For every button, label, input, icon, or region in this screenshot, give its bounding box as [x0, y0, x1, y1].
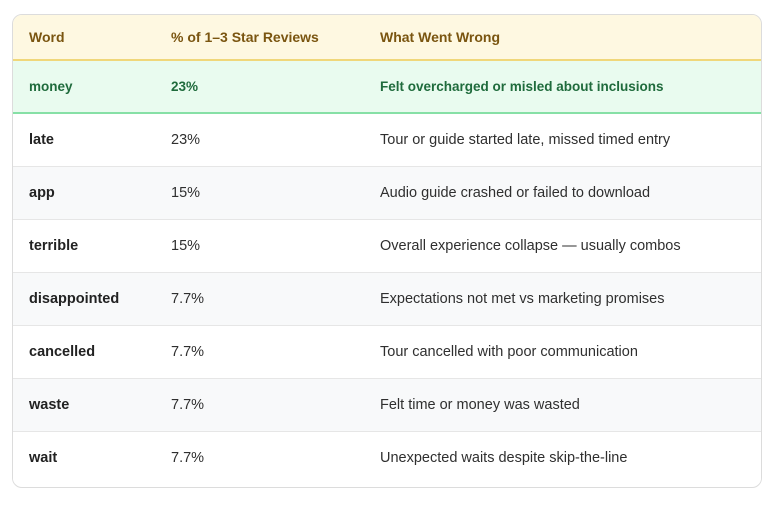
table-row: disappointed 7.7% Expectations not met v… — [13, 272, 761, 325]
cell-percent: 7.7% — [171, 343, 205, 360]
cell-description: Expectations not met vs marketing promis… — [380, 290, 665, 307]
cell-percent: 7.7% — [171, 396, 205, 413]
cell-description: Unexpected waits despite skip-the-line — [380, 449, 628, 466]
cell-percent: 15% — [171, 184, 201, 201]
cell-word: wait — [29, 449, 58, 466]
table-row: wait 7.7% Unexpected waits despite skip-… — [13, 431, 761, 484]
table-row: waste 7.7% Felt time or money was wasted — [13, 378, 761, 431]
cell-word: app — [29, 184, 55, 201]
header-row: Word % of 1–3 Star Reviews What Went Wro… — [13, 15, 761, 61]
table-header: Word % of 1–3 Star Reviews What Went Wro… — [13, 15, 761, 61]
cell-word: cancelled — [29, 343, 96, 360]
table-body: money 23% Felt overcharged or misled abo… — [13, 60, 761, 484]
cell-word: terrible — [29, 237, 79, 254]
cell-description: Tour cancelled with poor communication — [380, 343, 638, 360]
cell-description: Felt time or money was wasted — [380, 396, 580, 413]
cell-percent: 23% — [171, 131, 201, 148]
table-row-highlighted: money 23% Felt overcharged or misled abo… — [13, 60, 761, 113]
cell-description: Tour or guide started late, missed timed… — [380, 131, 671, 148]
cell-percent: 23% — [171, 79, 199, 94]
cell-word: disappointed — [29, 290, 120, 307]
review-words-table: Word % of 1–3 Star Reviews What Went Wro… — [12, 14, 762, 488]
cell-word: waste — [29, 396, 70, 413]
cell-percent: 15% — [171, 237, 201, 254]
cell-percent: 7.7% — [171, 290, 205, 307]
cell-percent: 7.7% — [171, 449, 205, 466]
table-row: cancelled 7.7% Tour cancelled with poor … — [13, 325, 761, 378]
cell-word: late — [29, 131, 54, 148]
cell-description: Overall experience collapse — usually co… — [380, 237, 681, 254]
column-header-percent: % of 1–3 Star Reviews — [156, 15, 365, 61]
table-row: app 15% Audio guide crashed or failed to… — [13, 166, 761, 219]
table-row: late 23% Tour or guide started late, mis… — [13, 113, 761, 166]
cell-description: Audio guide crashed or failed to downloa… — [380, 184, 651, 201]
column-header-what-went-wrong: What Went Wrong — [365, 15, 761, 61]
table-row: terrible 15% Overall experience collapse… — [13, 219, 761, 272]
cell-description: Felt overcharged or misled about inclusi… — [380, 79, 664, 94]
cell-word: money — [29, 79, 73, 94]
column-header-word: Word — [13, 15, 156, 61]
data-table: Word % of 1–3 Star Reviews What Went Wro… — [13, 15, 761, 484]
